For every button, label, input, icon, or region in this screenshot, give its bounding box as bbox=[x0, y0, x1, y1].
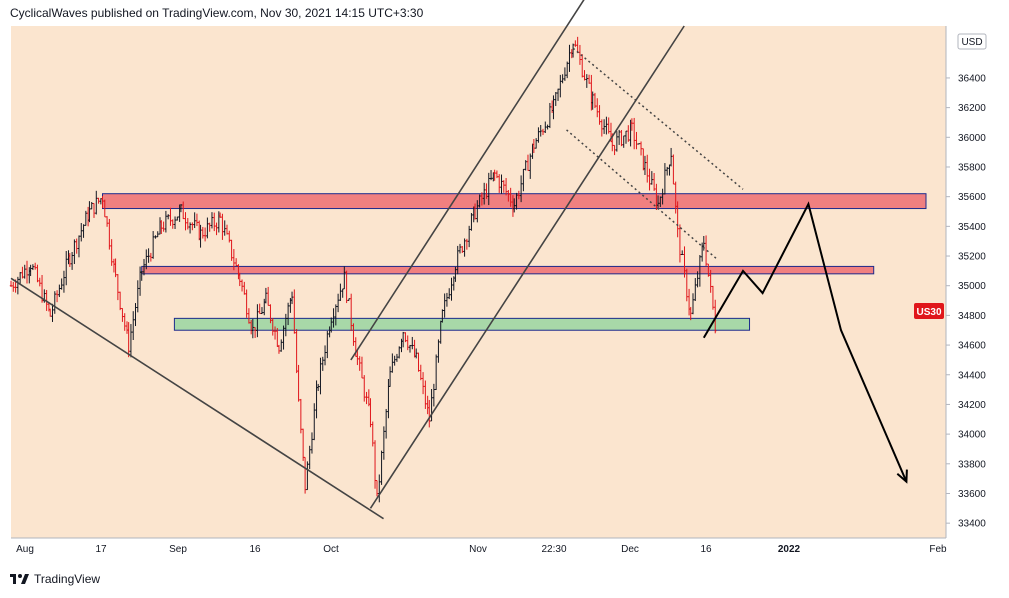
footer-brand[interactable]: TradingView bbox=[34, 572, 101, 586]
price-axis[interactable]: 33400 33600 33800 34000 34200 34400 34600 34800… bbox=[946, 73, 986, 530]
price-tick-label: 35600 bbox=[958, 192, 986, 203]
time-tick-label: Aug bbox=[16, 544, 34, 555]
time-tick-label: 2022 bbox=[778, 544, 801, 555]
price-tick-label: 33600 bbox=[958, 489, 986, 500]
price-tick-label: 35200 bbox=[958, 252, 986, 263]
trend-lines bbox=[10, 0, 744, 520]
price-tick-label: 34000 bbox=[958, 430, 986, 441]
trend-line-lower-wedge-line bbox=[10, 277, 384, 520]
tradingview-logo-icon[interactable] bbox=[10, 573, 30, 585]
price-tick-label: 35400 bbox=[958, 222, 986, 233]
projection-path bbox=[702, 201, 908, 484]
price-tick-label: 34600 bbox=[958, 341, 986, 352]
time-tick-label: Nov bbox=[469, 544, 487, 555]
currency-label: USD bbox=[961, 37, 982, 48]
trend-line-channel-upper bbox=[350, 0, 585, 361]
time-tick-label: 22:30 bbox=[541, 544, 566, 555]
zone-support bbox=[173, 317, 751, 331]
projection-line bbox=[702, 201, 908, 482]
price-tick-label: 33800 bbox=[958, 459, 986, 470]
time-tick-label: 16 bbox=[249, 544, 261, 555]
projection-arrowhead bbox=[896, 469, 908, 484]
price-bars bbox=[9, 36, 717, 503]
chart-background bbox=[11, 26, 946, 538]
publish-header: CyclicalWaves published on TradingView.c… bbox=[10, 6, 423, 20]
time-tick-label: 16 bbox=[700, 544, 712, 555]
trend-line-descending-dotted-lower bbox=[566, 129, 718, 260]
price-tick-label: 36200 bbox=[958, 103, 986, 114]
price-tick-label: 33400 bbox=[958, 519, 986, 530]
symbol-label: US30 bbox=[916, 307, 941, 318]
price-tick-label: 36400 bbox=[958, 73, 986, 84]
trend-line-channel-lower bbox=[369, 25, 685, 509]
footer: TradingView bbox=[10, 572, 100, 586]
time-tick-label: Dec bbox=[621, 544, 639, 555]
price-tick-label: 34800 bbox=[958, 311, 986, 322]
trend-line-descending-dotted-upper bbox=[572, 47, 744, 190]
zone-middle-resistance bbox=[141, 265, 875, 275]
time-axis[interactable]: Aug 17 Sep 16 Oct Nov 22:30 Dec 16 2022 Feb bbox=[16, 544, 947, 555]
last-price-badge: US30 bbox=[914, 302, 944, 319]
time-tick-label: Sep bbox=[169, 544, 187, 555]
price-tick-label: 34400 bbox=[958, 370, 986, 381]
time-tick-label: 17 bbox=[95, 544, 107, 555]
price-tick-label: 35000 bbox=[958, 281, 986, 292]
publish-info: published on TradingView.com, Nov 30, 20… bbox=[90, 6, 424, 20]
author-name[interactable]: CyclicalWaves bbox=[10, 6, 88, 20]
currency-badge: USD bbox=[957, 33, 987, 50]
price-tick-label: 36000 bbox=[958, 133, 986, 144]
price-tick-label: 34200 bbox=[958, 400, 986, 411]
price-tick-label: 35800 bbox=[958, 162, 986, 173]
time-tick-label: Feb bbox=[929, 544, 947, 555]
time-tick-label: Oct bbox=[323, 544, 339, 555]
chart[interactable]: 33400 33600 33800 34000 34200 34400 34600 34800… bbox=[0, 0, 1009, 570]
